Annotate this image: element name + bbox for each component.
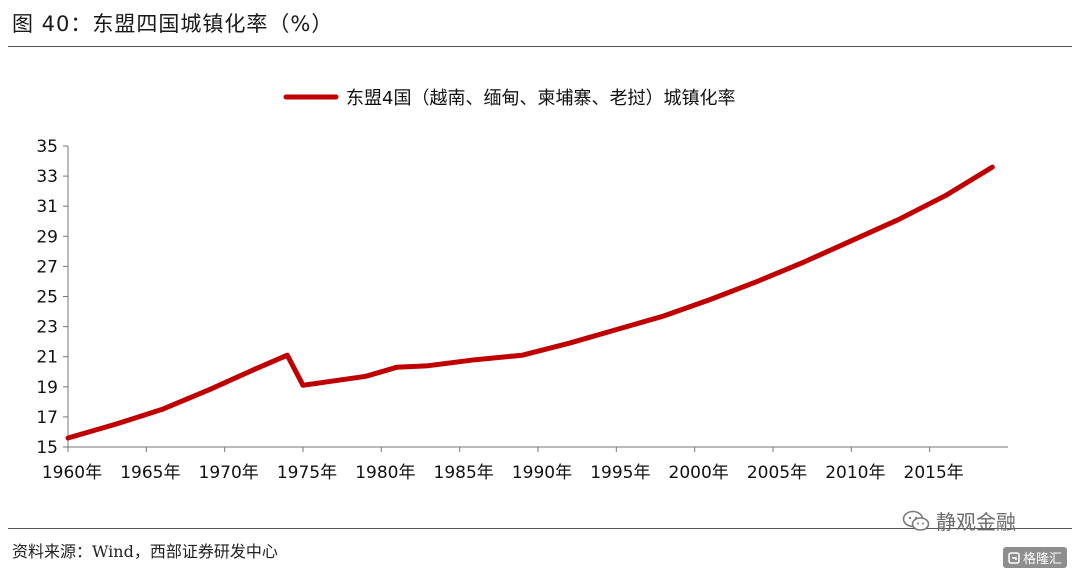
series-line-asean4: [65, 164, 995, 441]
y-tick-label: 29: [36, 227, 58, 247]
x-tick-label: 2015年: [904, 463, 964, 483]
source-note: 资料来源：Wind，西部证券研发中心: [12, 542, 278, 561]
x-tick-label: 1965年: [120, 463, 180, 483]
x-tick-label: 1960年: [42, 463, 102, 483]
badge-text: 格隆汇: [1023, 552, 1063, 567]
line-chart: 东盟4国（越南、缅甸、柬埔寨、老挝）城镇化率 15 17 19 21 23 25 27 29 3…: [36, 88, 1008, 483]
y-tick-label: 25: [36, 288, 58, 308]
y-tick-label: 15: [36, 438, 58, 458]
y-tick-label: 17: [36, 408, 58, 428]
x-tick-label: 1985年: [434, 463, 494, 483]
x-tick-label: 2010年: [825, 463, 885, 483]
y-tick-label: 27: [36, 257, 58, 277]
gelonghui-badge: 格隆汇: [1003, 547, 1068, 568]
y-tick-label: 33: [36, 167, 58, 187]
y-tick-label: 23: [36, 318, 58, 338]
gelonghui-logo-icon: [1008, 551, 1020, 564]
y-tick-label: 31: [36, 197, 58, 217]
x-tick-label: 1975年: [277, 463, 337, 483]
y-ticks: 15 17 19 21 23 25 27 29 31 33 35: [36, 137, 68, 458]
watermark: 静观金融: [902, 506, 1016, 535]
figure-title: 图 40：东盟四国城镇化率（%）: [12, 12, 334, 36]
watermark-text: 静观金融: [936, 510, 1016, 534]
y-tick-label: 35: [36, 137, 58, 157]
x-ticks: 1960年 1965年 1970年 1975年 1980年 1985年 1990年 1995年…: [42, 447, 964, 483]
legend: 东盟4国（越南、缅甸、柬埔寨、老挝）城镇化率: [283, 88, 735, 109]
bottom-divider: [8, 528, 1072, 529]
x-tick-label: 2000年: [669, 463, 729, 483]
legend-label: 东盟4国（越南、缅甸、柬埔寨、老挝）城镇化率: [346, 88, 735, 109]
x-tick-label: 1990年: [512, 463, 572, 483]
y-tick-label: 19: [36, 378, 58, 398]
wechat-icon: [902, 510, 930, 531]
x-tick-label: 2005年: [747, 463, 807, 483]
top-divider: [8, 46, 1072, 47]
x-tick-label: 1970年: [199, 463, 259, 483]
x-tick-label: 1980年: [355, 463, 415, 483]
y-tick-label: 21: [36, 348, 58, 368]
x-tick-label: 1995年: [590, 463, 650, 483]
